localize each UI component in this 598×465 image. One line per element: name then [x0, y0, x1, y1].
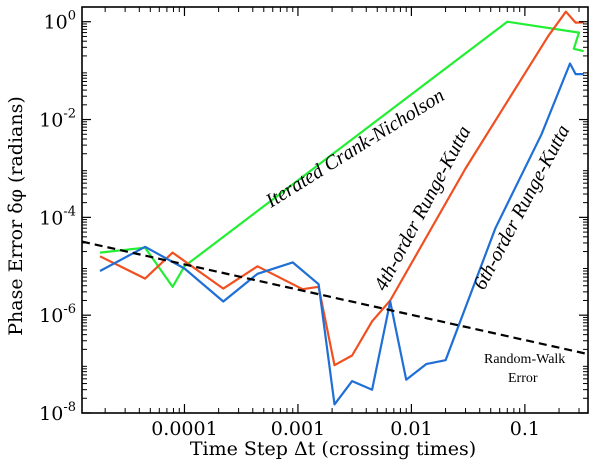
y-tick-label: 10-2 [39, 107, 76, 132]
y-tick-label: 10-8 [39, 400, 76, 425]
rk6-series-label: 6th-order Runge-Kutta [469, 121, 574, 293]
ticks-layer: 0.0001 0.001 0.01 0.1 10-8 10-6 10-4 10-2 100 [39, 6, 588, 440]
y-axis-label-text: Phase Error δφ (radians) [5, 96, 27, 336]
series-line-6th-order-runge-kutta [99, 62, 584, 406]
x-tick-label: 0.1 [510, 418, 540, 440]
plot-frame [81, 6, 589, 414]
y-tick-label: 10-6 [39, 302, 76, 327]
y-tick-label: 10-4 [39, 204, 76, 229]
x-axis-label-text: Time Step Δt (crossing times) [190, 438, 476, 460]
series-layer [81, 10, 589, 406]
y-axis-label: Phase Error δφ (radians) [5, 96, 27, 336]
random-walk-label-line2: Error [508, 371, 538, 386]
x-tick-label: 0.0001 [151, 418, 217, 440]
series-line-random-walk-error [81, 240, 589, 356]
series-line-4th-order-runge-kutta [99, 10, 584, 367]
x-tick-label: 0.001 [271, 418, 325, 440]
x-tick-label: 0.01 [390, 418, 432, 440]
x-axis-label: Time Step Δt (crossing times) [190, 438, 476, 460]
random-walk-label-line1: Random-Walk [484, 352, 565, 367]
y-tick-label: 100 [44, 9, 76, 34]
series-line-iterated-crank-nicholson [99, 20, 584, 288]
rk4-series-label: 4th-order Runge-Kutta [370, 122, 475, 294]
labels-layer: Iterated Crank-Nicholson 4th-order Runge… [5, 84, 574, 460]
